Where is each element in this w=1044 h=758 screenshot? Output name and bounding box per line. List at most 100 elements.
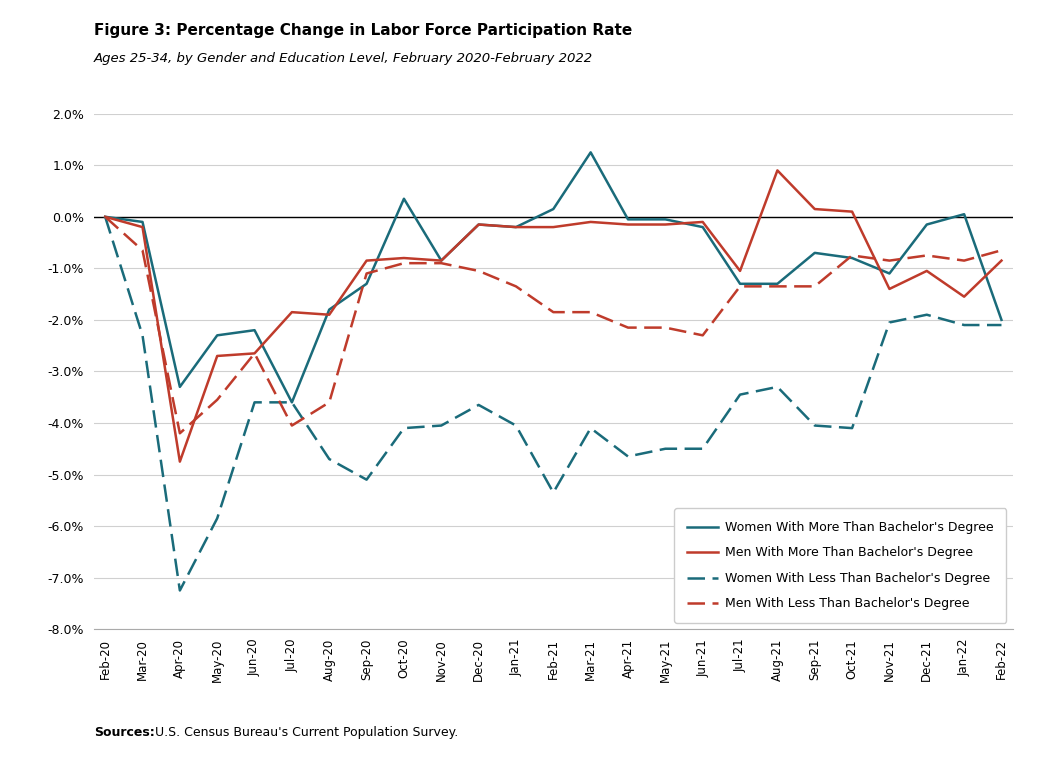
Men With Less Than Bachelor's Degree xyxy=(659,323,671,332)
Men With More Than Bachelor's Degree xyxy=(472,220,484,229)
Women With More Than Bachelor's Degree xyxy=(137,218,149,227)
Men With Less Than Bachelor's Degree xyxy=(957,256,970,265)
Men With Less Than Bachelor's Degree xyxy=(995,246,1007,255)
Men With More Than Bachelor's Degree xyxy=(808,205,821,214)
Men With Less Than Bachelor's Degree xyxy=(547,308,560,317)
Men With Less Than Bachelor's Degree xyxy=(173,429,186,438)
Women With More Than Bachelor's Degree xyxy=(509,223,522,232)
Women With More Than Bachelor's Degree xyxy=(622,215,635,224)
Women With More Than Bachelor's Degree xyxy=(659,215,671,224)
Women With Less Than Bachelor's Degree xyxy=(547,488,560,497)
Women With Less Than Bachelor's Degree xyxy=(137,330,149,340)
Women With Less Than Bachelor's Degree xyxy=(772,382,784,391)
Women With Less Than Bachelor's Degree xyxy=(734,390,746,399)
Men With More Than Bachelor's Degree xyxy=(585,218,597,227)
Men With More Than Bachelor's Degree xyxy=(248,349,261,358)
Men With More Than Bachelor's Degree xyxy=(696,218,709,227)
Women With Less Than Bachelor's Degree xyxy=(808,421,821,430)
Women With Less Than Bachelor's Degree xyxy=(435,421,448,430)
Women With Less Than Bachelor's Degree xyxy=(211,514,223,523)
Men With Less Than Bachelor's Degree xyxy=(509,282,522,291)
Men With More Than Bachelor's Degree xyxy=(323,310,335,319)
Men With Less Than Bachelor's Degree xyxy=(734,282,746,291)
Women With More Than Bachelor's Degree xyxy=(883,269,896,278)
Men With Less Than Bachelor's Degree xyxy=(472,266,484,275)
Men With More Than Bachelor's Degree xyxy=(734,266,746,275)
Men With More Than Bachelor's Degree xyxy=(398,253,410,262)
Women With Less Than Bachelor's Degree xyxy=(173,586,186,595)
Line: Men With More Than Bachelor's Degree: Men With More Than Bachelor's Degree xyxy=(105,171,1001,462)
Women With Less Than Bachelor's Degree xyxy=(248,398,261,407)
Women With Less Than Bachelor's Degree xyxy=(622,452,635,461)
Women With Less Than Bachelor's Degree xyxy=(883,318,896,327)
Men With Less Than Bachelor's Degree xyxy=(211,395,223,404)
Text: Figure 3: Percentage Change in Labor Force Participation Rate: Figure 3: Percentage Change in Labor For… xyxy=(94,23,633,38)
Women With More Than Bachelor's Degree xyxy=(286,398,299,407)
Men With More Than Bachelor's Degree xyxy=(883,284,896,293)
Line: Men With Less Than Bachelor's Degree: Men With Less Than Bachelor's Degree xyxy=(105,217,1001,434)
Men With More Than Bachelor's Degree xyxy=(547,223,560,232)
Women With Less Than Bachelor's Degree xyxy=(323,455,335,464)
Women With Less Than Bachelor's Degree xyxy=(398,424,410,433)
Women With More Than Bachelor's Degree xyxy=(323,305,335,314)
Men With More Than Bachelor's Degree xyxy=(846,207,858,216)
Text: U.S. Census Bureau's Current Population Survey.: U.S. Census Bureau's Current Population … xyxy=(151,726,458,739)
Men With Less Than Bachelor's Degree xyxy=(286,421,299,430)
Men With Less Than Bachelor's Degree xyxy=(622,323,635,332)
Line: Women With Less Than Bachelor's Degree: Women With Less Than Bachelor's Degree xyxy=(105,217,1001,590)
Men With More Than Bachelor's Degree xyxy=(622,220,635,229)
Men With Less Than Bachelor's Degree xyxy=(99,212,112,221)
Men With Less Than Bachelor's Degree xyxy=(137,246,149,255)
Men With More Than Bachelor's Degree xyxy=(509,223,522,232)
Men With More Than Bachelor's Degree xyxy=(995,256,1007,265)
Women With More Than Bachelor's Degree xyxy=(547,205,560,214)
Women With More Than Bachelor's Degree xyxy=(99,212,112,221)
Women With Less Than Bachelor's Degree xyxy=(286,398,299,407)
Men With More Than Bachelor's Degree xyxy=(286,308,299,317)
Women With More Than Bachelor's Degree xyxy=(398,194,410,203)
Men With Less Than Bachelor's Degree xyxy=(921,251,933,260)
Men With More Than Bachelor's Degree xyxy=(173,457,186,466)
Women With More Than Bachelor's Degree xyxy=(211,330,223,340)
Text: Ages 25-34, by Gender and Education Level, February 2020-February 2022: Ages 25-34, by Gender and Education Leve… xyxy=(94,52,593,64)
Women With Less Than Bachelor's Degree xyxy=(921,310,933,319)
Men With Less Than Bachelor's Degree xyxy=(323,398,335,407)
Men With Less Than Bachelor's Degree xyxy=(696,330,709,340)
Women With More Than Bachelor's Degree xyxy=(957,210,970,219)
Women With Less Than Bachelor's Degree xyxy=(995,321,1007,330)
Women With More Than Bachelor's Degree xyxy=(995,315,1007,324)
Women With More Than Bachelor's Degree xyxy=(360,279,373,288)
Women With More Than Bachelor's Degree xyxy=(696,223,709,232)
Women With More Than Bachelor's Degree xyxy=(734,279,746,288)
Women With Less Than Bachelor's Degree xyxy=(509,421,522,430)
Women With Less Than Bachelor's Degree xyxy=(360,475,373,484)
Women With More Than Bachelor's Degree xyxy=(173,382,186,391)
Men With Less Than Bachelor's Degree xyxy=(398,258,410,268)
Men With Less Than Bachelor's Degree xyxy=(435,258,448,268)
Men With More Than Bachelor's Degree xyxy=(957,292,970,301)
Men With Less Than Bachelor's Degree xyxy=(883,256,896,265)
Women With More Than Bachelor's Degree xyxy=(921,220,933,229)
Women With More Than Bachelor's Degree xyxy=(808,249,821,258)
Women With More Than Bachelor's Degree xyxy=(472,220,484,229)
Women With Less Than Bachelor's Degree xyxy=(99,212,112,221)
Men With Less Than Bachelor's Degree xyxy=(808,282,821,291)
Men With Less Than Bachelor's Degree xyxy=(846,251,858,260)
Women With More Than Bachelor's Degree xyxy=(435,256,448,265)
Men With Less Than Bachelor's Degree xyxy=(360,269,373,278)
Legend: Women With More Than Bachelor's Degree, Men With More Than Bachelor's Degree, Wo: Women With More Than Bachelor's Degree, … xyxy=(674,509,1006,623)
Men With More Than Bachelor's Degree xyxy=(435,256,448,265)
Women With More Than Bachelor's Degree xyxy=(846,253,858,262)
Men With Less Than Bachelor's Degree xyxy=(248,349,261,358)
Men With More Than Bachelor's Degree xyxy=(921,266,933,275)
Women With Less Than Bachelor's Degree xyxy=(659,444,671,453)
Women With More Than Bachelor's Degree xyxy=(585,148,597,157)
Men With Less Than Bachelor's Degree xyxy=(772,282,784,291)
Men With More Than Bachelor's Degree xyxy=(137,223,149,232)
Women With More Than Bachelor's Degree xyxy=(772,279,784,288)
Women With Less Than Bachelor's Degree xyxy=(696,444,709,453)
Men With More Than Bachelor's Degree xyxy=(772,166,784,175)
Text: Sources:: Sources: xyxy=(94,726,155,739)
Women With Less Than Bachelor's Degree xyxy=(957,321,970,330)
Women With Less Than Bachelor's Degree xyxy=(846,424,858,433)
